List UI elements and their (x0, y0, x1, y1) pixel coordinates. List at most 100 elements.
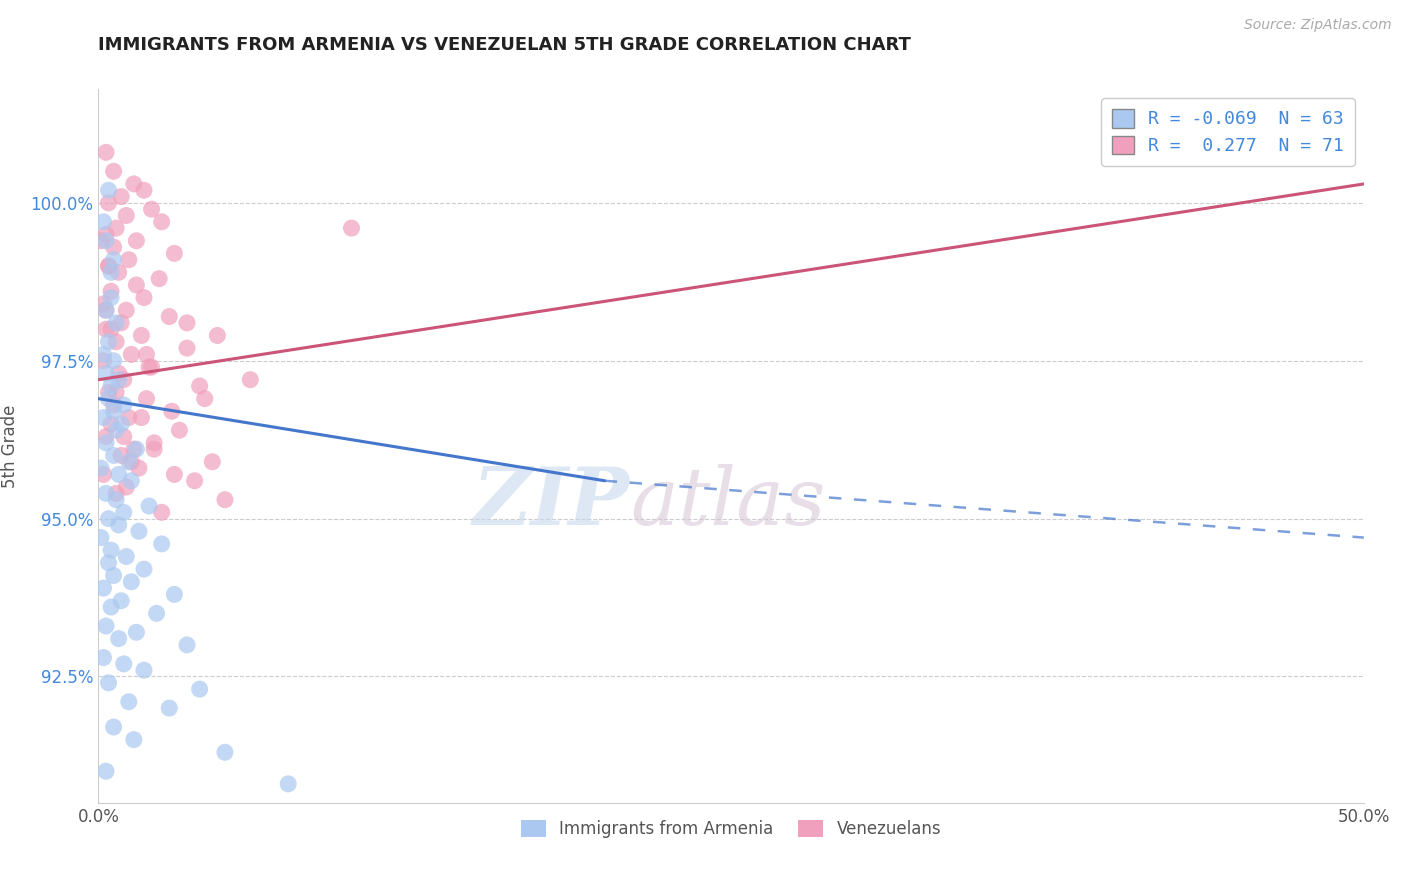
Point (103, 252, 125, 267)
Point (138, 360, 160, 375)
Point (97, 334, 120, 349)
Point (94, 234, 117, 248)
Point (118, 455, 141, 469)
Point (103, 240, 125, 254)
Point (194, 392, 217, 406)
Point (100, 379, 122, 393)
Point (112, 398, 135, 412)
Point (157, 701, 180, 715)
Point (122, 732, 145, 747)
Point (188, 682, 211, 697)
Point (94, 367, 117, 381)
Point (97, 385, 120, 400)
Point (120, 574, 142, 589)
Point (100, 285, 122, 299)
Point (97, 195, 120, 210)
Point (176, 341, 198, 355)
Y-axis label: 5th Grade: 5th Grade (1, 404, 20, 488)
Point (100, 543, 122, 558)
Point (90, 531, 112, 545)
Point (93, 650, 115, 665)
Point (118, 252, 141, 267)
Point (105, 221, 128, 235)
Point (128, 461, 150, 475)
Point (107, 265, 129, 279)
Point (118, 410, 141, 425)
Point (110, 593, 132, 607)
Point (157, 310, 180, 324)
Point (93, 467, 115, 482)
Point (115, 480, 138, 494)
Point (97, 392, 120, 406)
Point (239, 373, 262, 387)
Point (112, 373, 135, 387)
Point (141, 202, 163, 217)
Point (94, 303, 117, 318)
Point (93, 215, 115, 229)
Point (115, 303, 138, 318)
Text: Source: ZipAtlas.com: Source: ZipAtlas.com (1244, 18, 1392, 32)
Point (176, 316, 198, 330)
Point (94, 435, 117, 450)
Point (93, 581, 115, 595)
Point (97, 183, 120, 197)
Point (201, 455, 224, 469)
Point (150, 505, 173, 519)
Point (125, 277, 148, 292)
Point (135, 392, 157, 406)
Point (110, 449, 132, 463)
Point (163, 467, 186, 482)
Text: atlas: atlas (630, 465, 825, 541)
Point (132, 291, 155, 305)
Point (132, 663, 155, 677)
Point (97, 259, 120, 273)
Point (103, 720, 125, 734)
Point (110, 316, 132, 330)
Point (110, 417, 132, 431)
Point (94, 227, 117, 242)
Point (94, 303, 117, 318)
Text: ZIP: ZIP (472, 465, 630, 541)
Point (143, 435, 166, 450)
Text: IMMIGRANTS FROM ARMENIA VS VENEZUELAN 5TH GRADE CORRELATION CHART: IMMIGRANTS FROM ARMENIA VS VENEZUELAN 5T… (98, 36, 911, 54)
Point (132, 183, 155, 197)
Legend: Immigrants from Armenia, Venezuelans: Immigrants from Armenia, Venezuelans (515, 813, 948, 845)
Point (100, 600, 122, 615)
Point (150, 215, 173, 229)
Point (214, 745, 236, 759)
Point (115, 209, 138, 223)
Point (93, 347, 115, 361)
Point (112, 657, 135, 671)
Point (145, 607, 167, 621)
Point (120, 455, 142, 469)
Point (340, 221, 363, 235)
Point (93, 297, 115, 311)
Point (97, 511, 120, 525)
Point (110, 189, 132, 203)
Point (105, 385, 128, 400)
Point (107, 632, 129, 646)
Point (120, 347, 142, 361)
Point (169, 423, 191, 437)
Point (160, 404, 183, 418)
Point (277, 777, 299, 791)
Point (135, 347, 157, 361)
Point (138, 499, 160, 513)
Point (214, 492, 236, 507)
Point (122, 177, 145, 191)
Point (122, 442, 145, 457)
Point (125, 442, 148, 457)
Point (97, 675, 120, 690)
Point (107, 467, 129, 482)
Point (148, 271, 170, 285)
Point (93, 410, 115, 425)
Point (132, 562, 155, 576)
Point (188, 379, 211, 393)
Point (120, 474, 142, 488)
Point (163, 246, 186, 260)
Point (207, 328, 229, 343)
Point (100, 291, 122, 305)
Point (107, 373, 129, 387)
Point (141, 360, 163, 375)
Point (112, 429, 135, 443)
